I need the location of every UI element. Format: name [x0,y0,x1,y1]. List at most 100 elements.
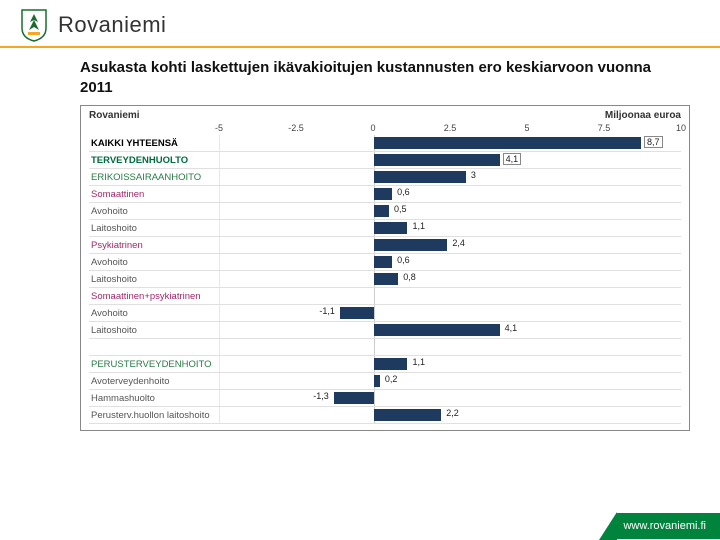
row-label: Hammashuolto [89,393,219,404]
value-label: 2,4 [450,238,467,248]
row-plot: 0,8 [219,271,681,287]
bar [374,205,389,217]
chart-row: Avohoito -1,1 [89,305,681,322]
bar [374,137,641,149]
row-label: Laitoshoito [89,274,219,285]
row-plot: 1,1 [219,356,681,372]
chart-row: Hammashuolto -1,3 [89,390,681,407]
bar [374,273,399,285]
row-plot: 4,1 [219,322,681,338]
value-label: 2,2 [444,408,461,418]
row-label: Perusterv.huollon laitoshoito [89,410,219,421]
bar [374,222,408,234]
chart-row: KAIKKI YHTEENSÄ 8,7 [89,135,681,152]
row-plot: 1,1 [219,220,681,236]
row-label: Avoterveydenhoito [89,376,219,387]
row-plot: 3 [219,169,681,185]
value-label: 0,6 [395,255,412,265]
row-label: KAIKKI YHTEENSÄ [89,138,219,149]
bar [374,375,380,387]
row-label: TERVEYDENHUOLTO [89,155,219,166]
bar [374,171,466,183]
brand-name: Rovaniemi [58,12,166,38]
chart-row: Psykiatrinen 2,4 [89,237,681,254]
chart-row: Somaattinen 0,6 [89,186,681,203]
row-plot: 0,6 [219,254,681,270]
row-plot: 4,1 [219,152,681,168]
row-label: Avohoito [89,257,219,268]
row-label: Avohoito [89,308,219,319]
axis-tick: 5 [524,123,529,133]
axis-tick: 0 [370,123,375,133]
row-label: PERUSTERVEYDENHOITO [89,359,219,370]
row-label: ERIKOISSAIRAANHOITO [89,172,219,183]
value-label: -1,3 [311,391,331,401]
chart-header-left: Rovaniemi [89,110,140,121]
chart-row [89,339,681,356]
header: Rovaniemi [0,0,720,46]
row-label: Avohoito [89,206,219,217]
bar [374,188,392,200]
chart: Rovaniemi Miljoonaa euroa -5 -2.5 0 2.5 5 7.5… [80,105,690,431]
chart-row: Laitoshoito 0,8 [89,271,681,288]
axis-tick: 2.5 [444,123,457,133]
chart-row: Laitoshoito 1,1 [89,220,681,237]
chart-row: Avoterveydenhoito 0,2 [89,373,681,390]
value-label: 3 [469,170,478,180]
value-label: 0,5 [392,204,409,214]
chart-rows: KAIKKI YHTEENSÄ 8,7 TERVEYDENHUOLTO 4,1 ERIK… [89,135,681,424]
value-label: 0,2 [383,374,400,384]
chart-row: ERIKOISSAIRAANHOITO 3 [89,169,681,186]
axis-tick: -5 [215,123,223,133]
accent-line [0,46,720,48]
city-crest-icon [20,8,48,42]
footer-decoration [599,512,617,540]
chart-row: Somaattinen+psykiatrinen [89,288,681,305]
row-label: Laitoshoito [89,325,219,336]
value-label: 1,1 [410,357,427,367]
bar [340,307,374,319]
axis-ticks: -5-2.502.557.510 [219,123,681,135]
value-label: 0,8 [401,272,418,282]
row-plot [219,339,681,355]
bar [374,409,442,421]
bar [334,392,374,404]
chart-row: Perusterv.huollon laitoshoito 2,2 [89,407,681,424]
row-plot: 8,7 [219,135,681,151]
row-plot: 0,2 [219,373,681,389]
axis-tick: 7.5 [598,123,611,133]
row-label: Laitoshoito [89,223,219,234]
chart-row: Avohoito 0,6 [89,254,681,271]
row-plot: -1,1 [219,305,681,321]
chart-row: Laitoshoito 4,1 [89,322,681,339]
row-plot: 0,5 [219,203,681,219]
row-label: Somaattinen [89,189,219,200]
chart-header-right: Miljoonaa euroa [605,110,681,121]
value-label: 1,1 [410,221,427,231]
footer-url[interactable]: www.rovaniemi.fi [617,513,720,539]
row-plot: -1,3 [219,390,681,406]
page-title: Asukasta kohti laskettujen ikävakioituje… [0,54,720,103]
value-label: 4,1 [503,153,522,165]
value-label: 4,1 [503,323,520,333]
bar [374,324,500,336]
chart-row: Avohoito 0,5 [89,203,681,220]
axis-tick: -2.5 [288,123,304,133]
value-label: 8,7 [644,136,663,148]
bar [374,358,408,370]
row-plot [219,288,681,304]
bar [374,154,500,166]
value-label: -1,1 [317,306,337,316]
footer: www.rovaniemi.fi [599,512,720,540]
bar [374,256,392,268]
chart-header: Rovaniemi Miljoonaa euroa [89,110,681,123]
axis-tick: 10 [676,123,686,133]
row-label: Somaattinen+psykiatrinen [89,291,219,302]
chart-row: TERVEYDENHUOLTO 4,1 [89,152,681,169]
row-plot: 0,6 [219,186,681,202]
chart-row: PERUSTERVEYDENHOITO 1,1 [89,356,681,373]
value-label: 0,6 [395,187,412,197]
row-plot: 2,2 [219,407,681,423]
row-label: Psykiatrinen [89,240,219,251]
row-plot: 2,4 [219,237,681,253]
